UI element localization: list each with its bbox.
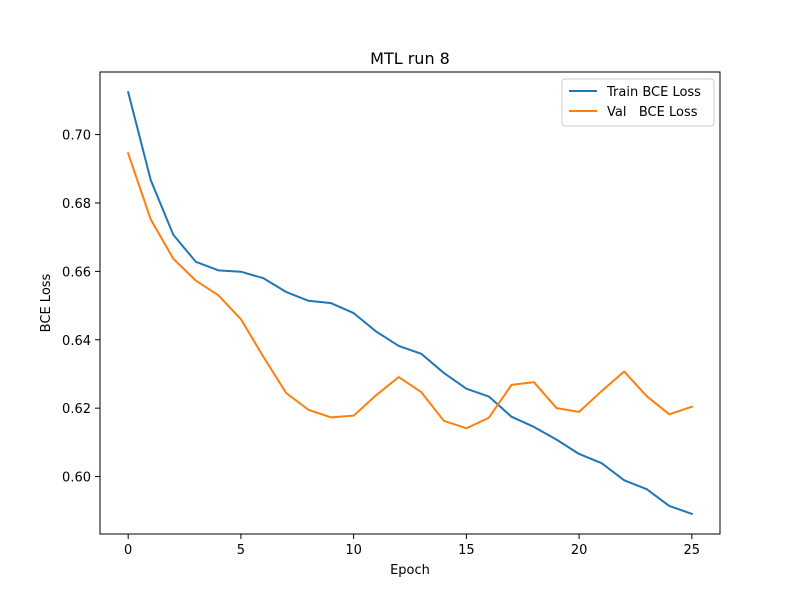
y-tick-label: 0.70 xyxy=(62,129,91,144)
y-tick-label: 0.64 xyxy=(62,334,91,349)
chart-title: MTL run 8 xyxy=(370,49,450,68)
legend: Train BCE Loss Val BCE Loss xyxy=(561,78,715,127)
legend-label-val: Val BCE Loss xyxy=(607,105,698,120)
y-tick-label: 0.66 xyxy=(62,265,91,280)
plot-area xyxy=(99,71,721,535)
legend-box xyxy=(561,78,715,127)
x-tick-label: 5 xyxy=(237,543,245,558)
y-axis-ticks: 0.60 0.62 0.64 0.66 0.68 0.70 xyxy=(62,129,100,486)
series-line-train xyxy=(126,90,694,516)
x-tick-label: 10 xyxy=(345,543,362,558)
x-axis-label: Epoch xyxy=(390,563,430,578)
series-layer xyxy=(126,90,694,516)
y-tick-label: 0.68 xyxy=(62,197,91,212)
x-tick-label: 20 xyxy=(571,543,588,558)
legend-label-train: Train BCE Loss xyxy=(606,85,701,100)
y-tick-label: 0.60 xyxy=(62,471,91,486)
y-axis-label: BCE Loss xyxy=(39,273,54,332)
x-tick-label: 25 xyxy=(684,543,701,558)
x-axis-ticks: 0 5 10 15 20 25 xyxy=(124,534,700,558)
x-tick-label: 15 xyxy=(458,543,475,558)
series-line-val xyxy=(126,152,694,430)
y-tick-label: 0.62 xyxy=(62,402,91,417)
plot-frame xyxy=(99,71,721,535)
x-tick-label: 0 xyxy=(124,543,132,558)
